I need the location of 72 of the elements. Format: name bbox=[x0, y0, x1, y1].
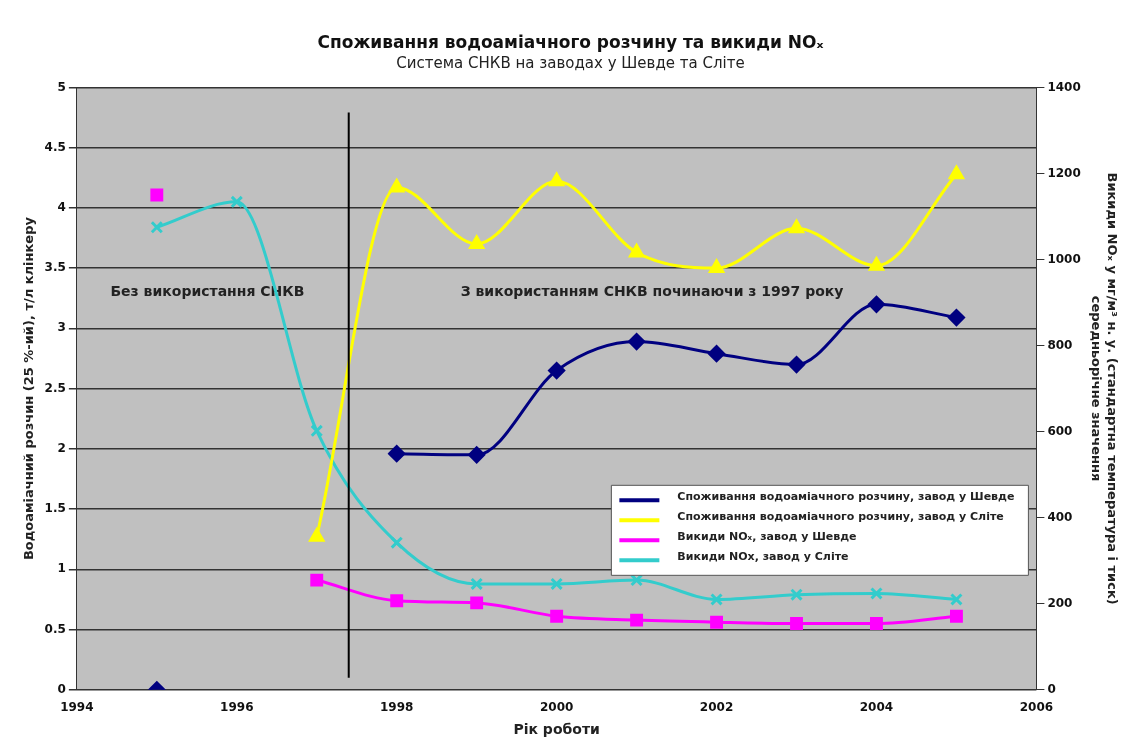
point bbox=[468, 446, 486, 464]
point bbox=[867, 295, 885, 313]
legend-label: Викиди NOₓ, завод у Шевде bbox=[677, 530, 857, 544]
x-tick-label: 2006 bbox=[1019, 700, 1054, 715]
point bbox=[390, 594, 404, 608]
y-axis-title: Водоаміачний розчин (25 %-ий), т/л клінкеру bbox=[21, 216, 37, 561]
point bbox=[790, 588, 803, 602]
point bbox=[310, 573, 324, 587]
point bbox=[788, 219, 805, 234]
chart-subtitle: Система СНКВ на заводах у Шевде та Сліте bbox=[396, 54, 745, 73]
y-tick-label: 2 bbox=[57, 440, 66, 455]
point bbox=[629, 243, 645, 258]
legend-label: Викиди NOx, завод у Сліте bbox=[677, 550, 849, 564]
legend-label: Споживання водоаміачного розчину, завод у Шевде bbox=[677, 490, 1015, 504]
y2-tick-label: 600 bbox=[1047, 423, 1073, 438]
y2-tick-label: 400 bbox=[1047, 509, 1073, 524]
x-tick-label: 1994 bbox=[60, 700, 94, 715]
point bbox=[868, 257, 885, 271]
point bbox=[870, 586, 883, 600]
point bbox=[550, 609, 564, 623]
point bbox=[548, 362, 566, 380]
y2-tick-label: 1200 bbox=[1047, 165, 1081, 180]
point bbox=[710, 592, 723, 606]
point bbox=[388, 445, 406, 463]
point bbox=[870, 617, 883, 630]
y2-axis-title: Викиди NOₓ у мг/м³ н. у. (стандартна температура і тиск) середньорічне значення bbox=[1089, 172, 1120, 605]
point bbox=[310, 424, 324, 438]
y-tick-label: 4 bbox=[57, 200, 66, 215]
point bbox=[230, 195, 244, 209]
legend-label: Споживання водоаміачного розчину, завод у Сліте bbox=[677, 510, 1004, 524]
point bbox=[949, 609, 963, 623]
y-tick-label: 1.5 bbox=[44, 501, 66, 516]
y2-tick-label: 1400 bbox=[1047, 79, 1081, 94]
y-tick-label: 3 bbox=[57, 320, 66, 335]
point bbox=[389, 178, 405, 193]
point bbox=[550, 577, 564, 591]
x-tick-label: 2004 bbox=[859, 700, 894, 715]
chart-title: Споживання водоаміачного розчину та викиди NOₓ bbox=[317, 31, 824, 52]
x-tick-label: 1996 bbox=[220, 700, 254, 715]
y-tick-label: 0.5 bbox=[44, 621, 66, 636]
point bbox=[470, 577, 484, 591]
point bbox=[708, 259, 725, 274]
y-tick-label: 1 bbox=[57, 561, 66, 576]
x-tick-label: 2002 bbox=[699, 700, 734, 715]
x-tick-label: 1998 bbox=[380, 700, 414, 715]
y-tick-label: 2.5 bbox=[44, 380, 66, 395]
y2-tick-label: 800 bbox=[1047, 337, 1073, 352]
point bbox=[790, 617, 803, 630]
point bbox=[628, 333, 646, 351]
annotation: З використанням СНКВ починаючи з 1997 року bbox=[460, 282, 844, 299]
x-axis-title: Рік роботи bbox=[513, 721, 600, 738]
point bbox=[630, 613, 644, 627]
point bbox=[470, 596, 484, 610]
y-tick-label: 0 bbox=[57, 681, 66, 696]
y-tick-label: 3.5 bbox=[44, 260, 66, 275]
y2-tick-label: 0 bbox=[1047, 681, 1056, 696]
point bbox=[708, 345, 726, 363]
y-tick-label: 5 bbox=[57, 79, 66, 94]
y2-tick-label: 200 bbox=[1047, 595, 1073, 610]
point bbox=[710, 615, 723, 629]
point bbox=[469, 235, 485, 250]
point bbox=[948, 165, 964, 180]
point bbox=[150, 220, 164, 234]
point bbox=[949, 592, 963, 606]
y-tick-label: 4.5 bbox=[44, 139, 66, 154]
point bbox=[150, 188, 164, 202]
y2-tick-label: 1000 bbox=[1047, 251, 1081, 266]
point bbox=[549, 172, 565, 187]
point bbox=[788, 356, 806, 373]
x-tick-label: 2000 bbox=[539, 700, 574, 715]
point bbox=[390, 536, 404, 550]
point bbox=[947, 309, 965, 327]
